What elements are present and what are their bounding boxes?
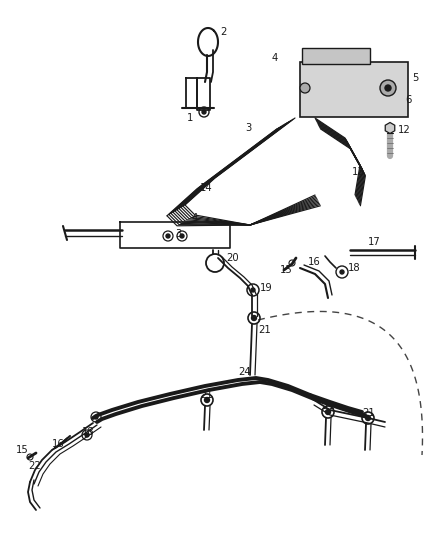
Text: 20: 20 xyxy=(226,253,239,263)
Text: 15: 15 xyxy=(280,265,293,275)
Circle shape xyxy=(300,83,310,93)
Circle shape xyxy=(94,415,98,419)
Circle shape xyxy=(340,270,344,274)
Text: 21: 21 xyxy=(362,408,375,418)
Circle shape xyxy=(202,110,206,114)
Text: 17: 17 xyxy=(368,237,381,247)
Text: 15: 15 xyxy=(16,445,29,455)
Text: 6: 6 xyxy=(405,95,411,105)
FancyBboxPatch shape xyxy=(302,48,370,64)
Circle shape xyxy=(251,288,255,292)
Text: 24: 24 xyxy=(238,367,251,377)
Polygon shape xyxy=(385,123,395,133)
Text: 13: 13 xyxy=(352,167,364,177)
Circle shape xyxy=(365,416,371,421)
Circle shape xyxy=(380,80,396,96)
Circle shape xyxy=(85,433,89,437)
Text: 4: 4 xyxy=(272,53,278,63)
Text: 16: 16 xyxy=(308,257,321,267)
FancyBboxPatch shape xyxy=(300,62,408,117)
Text: 18: 18 xyxy=(82,427,95,437)
Circle shape xyxy=(325,409,331,415)
Circle shape xyxy=(385,85,391,91)
Circle shape xyxy=(180,234,184,238)
Text: 5: 5 xyxy=(412,73,418,83)
Text: 16: 16 xyxy=(52,439,65,449)
Text: 18: 18 xyxy=(348,263,360,273)
Text: 2: 2 xyxy=(220,27,226,37)
Text: 3: 3 xyxy=(175,229,181,239)
Text: 1: 1 xyxy=(187,113,193,123)
Text: 3: 3 xyxy=(245,123,251,133)
Text: 21: 21 xyxy=(322,401,335,411)
Text: 12: 12 xyxy=(398,125,411,135)
Text: 19: 19 xyxy=(260,283,273,293)
Circle shape xyxy=(251,316,257,320)
Text: 21: 21 xyxy=(200,390,213,400)
Text: 21: 21 xyxy=(258,325,271,335)
Text: 22: 22 xyxy=(28,461,41,471)
Text: 4: 4 xyxy=(192,213,198,223)
Circle shape xyxy=(205,398,209,402)
Circle shape xyxy=(166,234,170,238)
Text: 14: 14 xyxy=(200,183,212,193)
